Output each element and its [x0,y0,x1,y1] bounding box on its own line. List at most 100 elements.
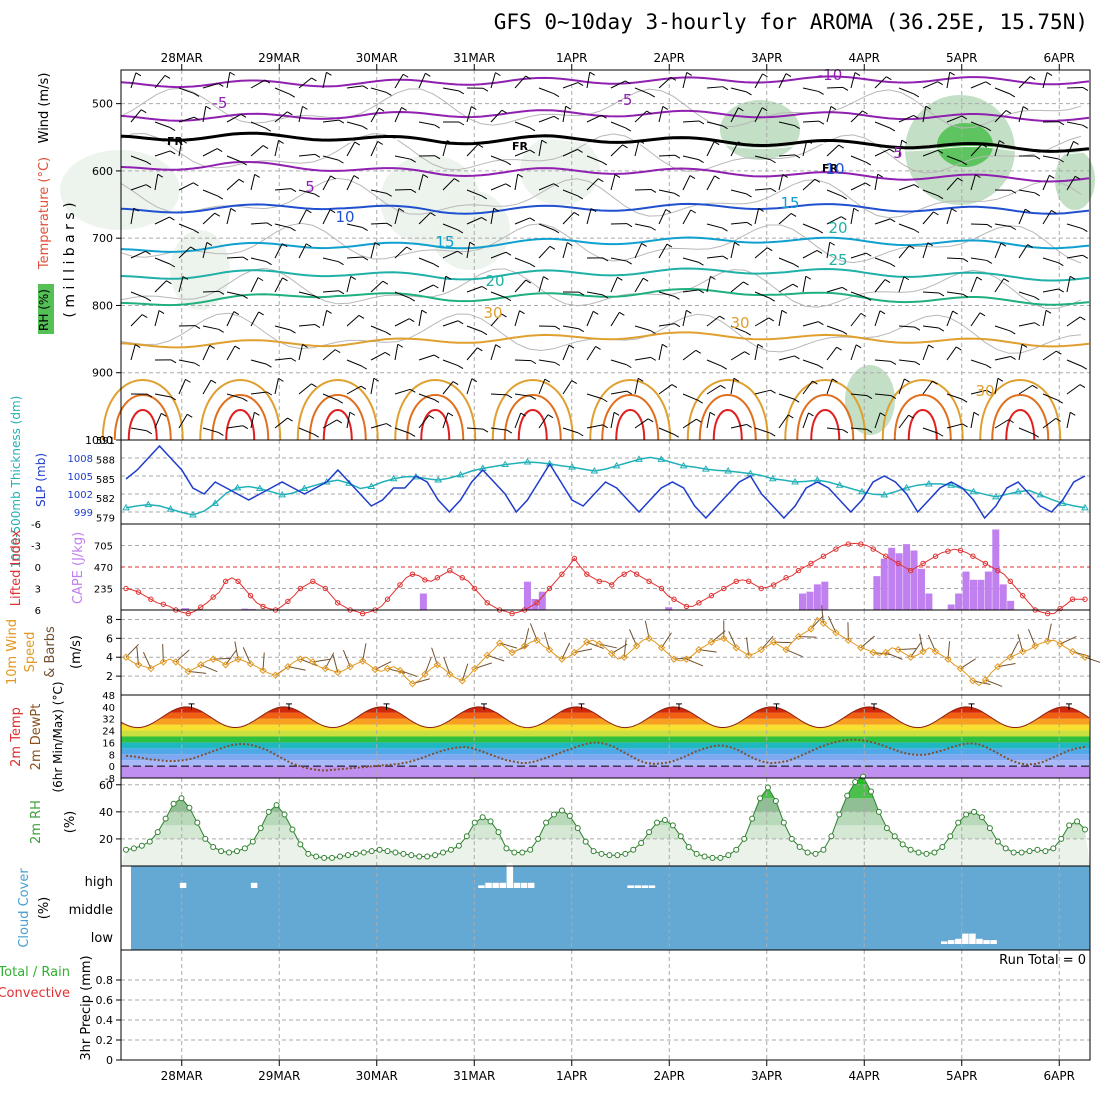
temperature-band [121,706,1090,713]
lifted-index-marker [397,582,403,588]
wind-barb-flag [985,81,992,86]
wind-speed-marker [981,676,990,684]
wind-barb [634,277,644,293]
wind-barb [418,393,435,400]
rh-marker [138,842,145,849]
rh-marker [757,795,764,802]
wind-barb-flag [818,321,824,326]
wind-barb [418,310,423,327]
rh-marker [717,854,724,861]
wind-barb-10m [125,643,139,658]
wind-barb-10m [487,654,505,662]
thickness-tick-label: 585 [96,475,115,486]
lifted-index-marker [123,585,129,592]
rh-marker [519,849,526,856]
wind-barb [370,222,388,225]
wind-barb [946,257,964,260]
wind-barb [442,381,454,395]
wind-barb-flag [358,314,365,319]
isotherm-label: 30 [730,314,749,332]
wind-barb-flag [577,82,584,87]
wind-barb [946,346,957,361]
cape-bar [999,584,1007,610]
wind-barb [778,283,794,293]
wind-barb-10m [1009,640,1019,658]
wind-barb-flag [999,140,1005,145]
lifted-index-marker [982,560,989,567]
cloud-high-bar [478,885,485,888]
wind-barb [130,250,146,259]
wind-speed-marker [271,671,280,679]
wind-barb [1042,310,1047,327]
wind-barb-flag [962,258,969,263]
wind-barb [994,355,1011,361]
wind-barb-flag [547,414,554,419]
wind-barb [826,144,840,157]
wind-barb [442,276,447,293]
wind-barb [538,223,555,231]
lifted-index-marker [658,585,665,592]
wind-barb-flag [401,106,407,111]
wind-barb [634,188,652,191]
wind-barb [370,325,386,333]
thickness-marker [568,463,576,470]
wind-barb [946,291,963,295]
wind-barb [490,344,497,361]
wind-barb-flag [619,311,625,316]
wind-barb [490,251,507,259]
wind-barb [298,291,315,297]
wind-barb-flag [337,399,344,404]
wind-barb [514,75,527,89]
wind-barb [970,174,976,191]
wind-barb-10m [399,669,418,677]
lifted-index-marker [858,541,864,547]
wind-barb [970,143,983,157]
wind-barb-flag [938,327,945,332]
rh-marker [273,802,280,809]
wind-barb-flag [194,362,200,367]
wind-speed-marker [172,658,180,666]
wind-barb-flag [378,107,385,112]
y-tick-label: 800 [92,299,113,312]
top-x-tick-label: 28MAR [161,51,203,65]
wind-barb [898,359,915,363]
wind-barb-flag [985,127,992,132]
top-x-tick-label: 5APR [946,51,977,65]
lifted-index-axis-label: Lifted Index [9,529,24,606]
wind-speed-marker [383,664,392,673]
wind-barb [946,310,954,327]
lifted-index-marker [783,575,789,581]
wind-barb [610,144,623,157]
cloud-high-bar [250,882,258,888]
wind-barb-flag [349,411,356,416]
wind-barb-flag [421,309,428,314]
wind-barb [802,359,819,366]
wind-barb [586,72,591,89]
lifted-index-marker [310,578,316,585]
wind-barb [682,257,699,263]
lifted-index-marker [160,601,167,607]
wind-barb [466,347,478,361]
wind-barb-flag [281,243,288,248]
wind-barb-flag [495,72,501,77]
wind-barb-flag [842,429,849,434]
wind-barb [514,121,531,129]
rh-marker [1034,846,1041,853]
wind-barb [322,72,327,89]
rh-marker [479,814,486,821]
wind-barb [610,412,615,429]
wind-barb [562,212,575,225]
wind-barb [130,291,147,299]
wind-barb [394,344,399,361]
rh-bands [121,776,1090,866]
wind-barb-flag [782,174,788,178]
wind-barb-10m [529,623,538,641]
isotherm-label: FR [822,162,839,175]
wind-barb [826,106,832,123]
wind-barb [346,412,351,429]
wind-barb-flag [925,105,931,110]
wind-speed-marker [807,625,815,633]
wind-barb [970,276,978,293]
y-tick-label: 500 [92,98,113,111]
wind-speed-marker [832,628,840,637]
